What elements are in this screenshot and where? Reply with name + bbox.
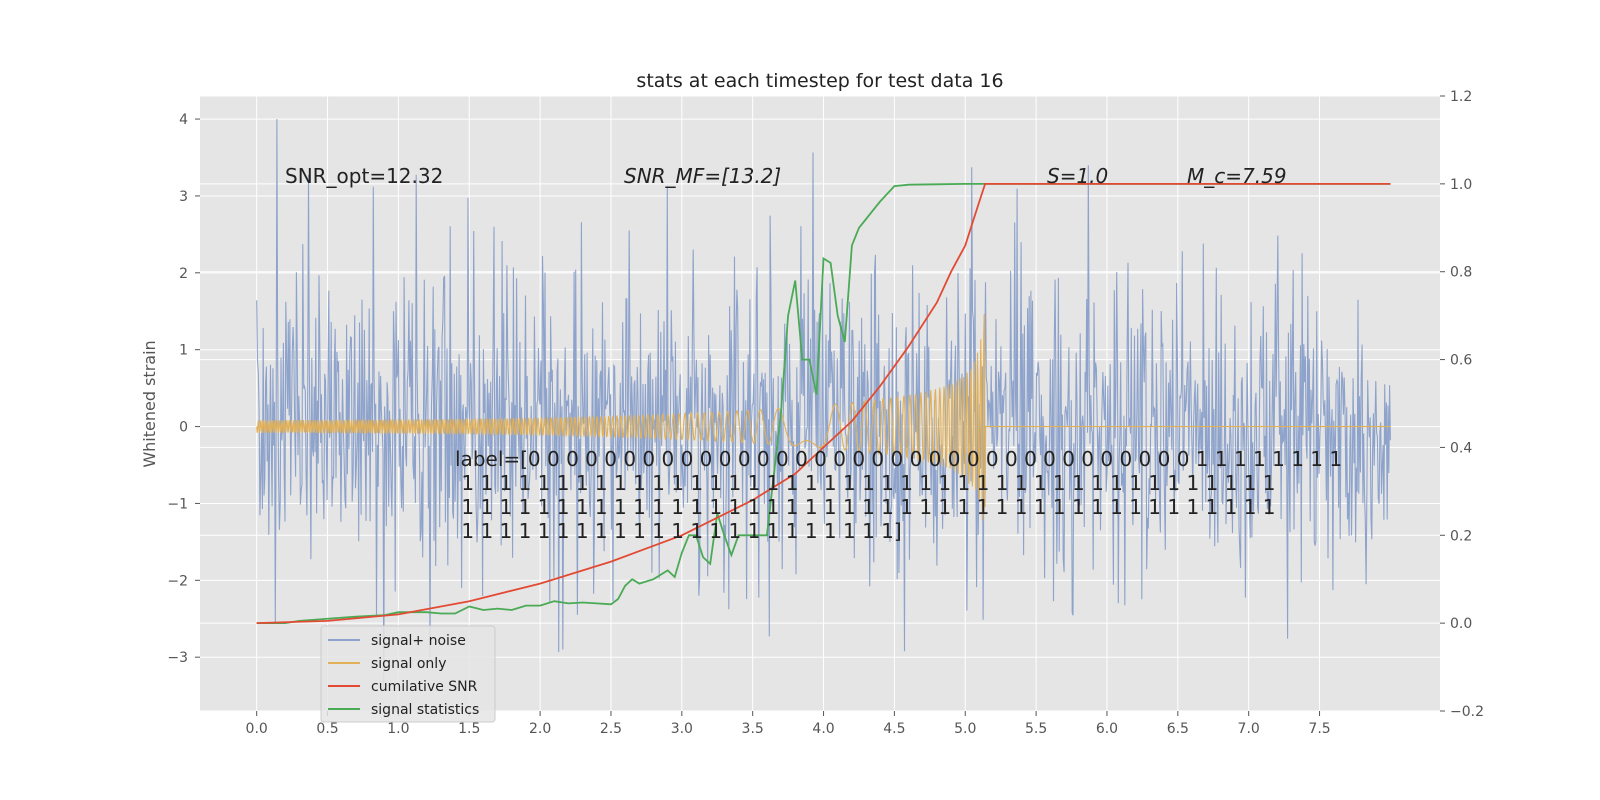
y-tick-label: −2	[167, 573, 188, 589]
y2-tick-label: 0.2	[1450, 528, 1472, 544]
x-tick-label: 3.5	[742, 721, 764, 737]
stat-lines	[256, 183, 1391, 624]
signal-noise-line	[256, 119, 1391, 688]
signal-only-line	[256, 313, 1391, 521]
y2-tick-label: 0.4	[1450, 440, 1472, 456]
y2-tick-label: 0.8	[1450, 265, 1472, 281]
y-axis-label: Whitened strain	[140, 340, 159, 467]
y2-tick-label: 0.6	[1450, 353, 1472, 369]
y-tick-label: −1	[167, 496, 188, 512]
x-tick-label: 1.5	[458, 721, 480, 737]
cumulative-snr-line	[256, 183, 1391, 624]
x-tick-label: 1.0	[387, 721, 409, 737]
legend-label-stat: signal statistics	[371, 702, 479, 718]
x-tick-label: 5.0	[954, 721, 976, 737]
snr-opt-annotation: SNR_opt=12.32	[285, 164, 443, 188]
legend-label-cumsnr: cumilative SNR	[371, 679, 478, 695]
x-tick-label: 6.5	[1167, 721, 1189, 737]
x-tick-label: 3.0	[671, 721, 693, 737]
legend: signal+ noise signal only cumilative SNR…	[320, 625, 496, 723]
x-tick-label: 7.0	[1238, 721, 1260, 737]
x-tick-label: 7.5	[1308, 721, 1330, 737]
label-line-4: 1 1 1 1 1 1 1 1 1 1 1 1 1 1 1 1 1 1 1 1 …	[455, 519, 902, 543]
y2-tick-label: 0.0	[1450, 616, 1472, 632]
legend-box	[320, 625, 496, 723]
signal-only-series	[256, 313, 1391, 521]
y2-tick-label: 1.0	[1450, 177, 1472, 193]
label-line-2: 1 1 1 1 1 1 1 1 1 1 1 1 1 1 1 1 1 1 1 1 …	[455, 471, 1276, 495]
x-tick-label: 0.5	[316, 721, 338, 737]
x-tick-label: 5.5	[1025, 721, 1047, 737]
mc-annotation: M_c=7.59	[1187, 164, 1287, 188]
s-annotation: S=1.0	[1047, 164, 1108, 188]
chart-title: stats at each timestep for test data 16	[636, 70, 1003, 92]
y2-tick-label: 1.2	[1450, 89, 1472, 105]
signal-noise-series	[256, 119, 1391, 688]
signal-statistics-line	[256, 183, 1391, 624]
label-line-3: 1 1 1 1 1 1 1 1 1 1 1 1 1 1 1 1 1 1 1 1 …	[455, 495, 1276, 519]
y-tick-label: 0	[179, 420, 188, 436]
y-tick-label: 3	[179, 189, 188, 205]
y-tick-label: 2	[179, 266, 188, 282]
y-tick-label: 1	[179, 343, 188, 359]
x-tick-label: 2.0	[529, 721, 551, 737]
x-tick-label: 4.0	[812, 721, 834, 737]
y-tick-label: −3	[167, 650, 188, 666]
y2-tick-label: −0.2	[1450, 704, 1484, 720]
x-tick-label: 4.5	[883, 721, 905, 737]
legend-label-noise: signal+ noise	[371, 633, 466, 649]
x-tick-label: 6.0	[1096, 721, 1118, 737]
label-line-1: label=[0 0 0 0 0 0 0 0 0 0 0 0 0 0 0 0 0…	[455, 447, 1342, 471]
y-tick-label: 4	[179, 112, 188, 128]
x-tick-label: 0.0	[246, 721, 268, 737]
legend-label-signal: signal only	[371, 656, 446, 672]
snr-mf-annotation: SNR_MF=[13.2]	[624, 164, 781, 188]
tick-labels: 0.0 0.5 1.0 1.5 2.0 2.5 3.0 3.5 4.0 4.5 5.0 5.5 6.0 6…	[167, 89, 1484, 737]
x-tick-label: 2.5	[600, 721, 622, 737]
